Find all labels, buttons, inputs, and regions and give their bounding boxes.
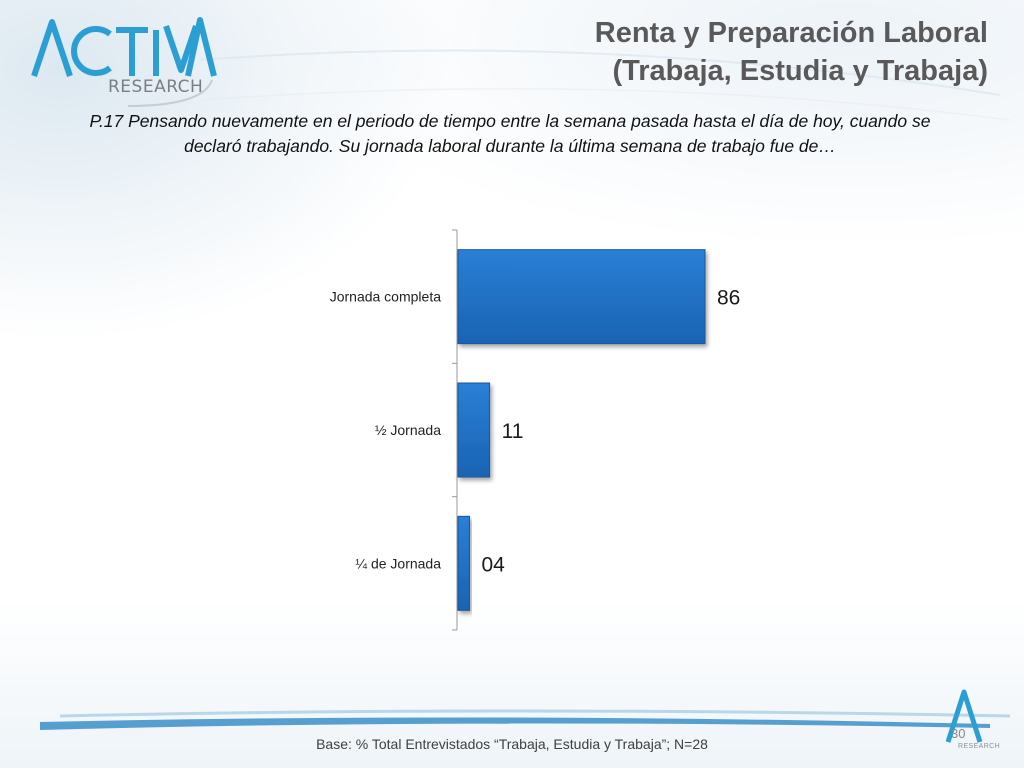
logo-mark: [31, 17, 217, 107]
title-line-1: Renta y Preparación Laboral: [594, 17, 988, 49]
data-label: 11: [502, 420, 524, 443]
question-text: P.17 Pensando nuevamente en el periodo d…: [60, 109, 960, 159]
title-line-2: (Trabaja, Estudia y Trabaja): [612, 55, 988, 87]
logo-subtitle: RESEARCH: [108, 77, 204, 97]
bar-2: [457, 515, 470, 611]
mini-logo-subtitle: RESEARCH: [958, 743, 1001, 750]
category-label: ½ Jornada: [375, 422, 441, 438]
data-label: 86: [717, 287, 740, 310]
data-label: 04: [481, 553, 505, 576]
bar-1: [457, 382, 491, 478]
bar-0: [457, 249, 706, 345]
page-number: 30: [951, 726, 966, 741]
slide-title: Renta y Preparación Laboral (Trabaja, Es…: [595, 14, 988, 90]
activa-research-logo: RESEARCH: [28, 14, 218, 110]
question-line-1: P.17 Pensando nuevamente en el periodo d…: [89, 111, 931, 131]
mini-logo-icon: [945, 689, 983, 743]
category-label: Jornada completa: [330, 289, 442, 305]
category-label: ¼ de Jornada: [355, 555, 441, 571]
question-line-2: declaró trabajando. Su jornada laboral d…: [184, 136, 836, 156]
base-footnote: Base: % Total Entrevistados “Trabaja, Es…: [316, 736, 708, 752]
